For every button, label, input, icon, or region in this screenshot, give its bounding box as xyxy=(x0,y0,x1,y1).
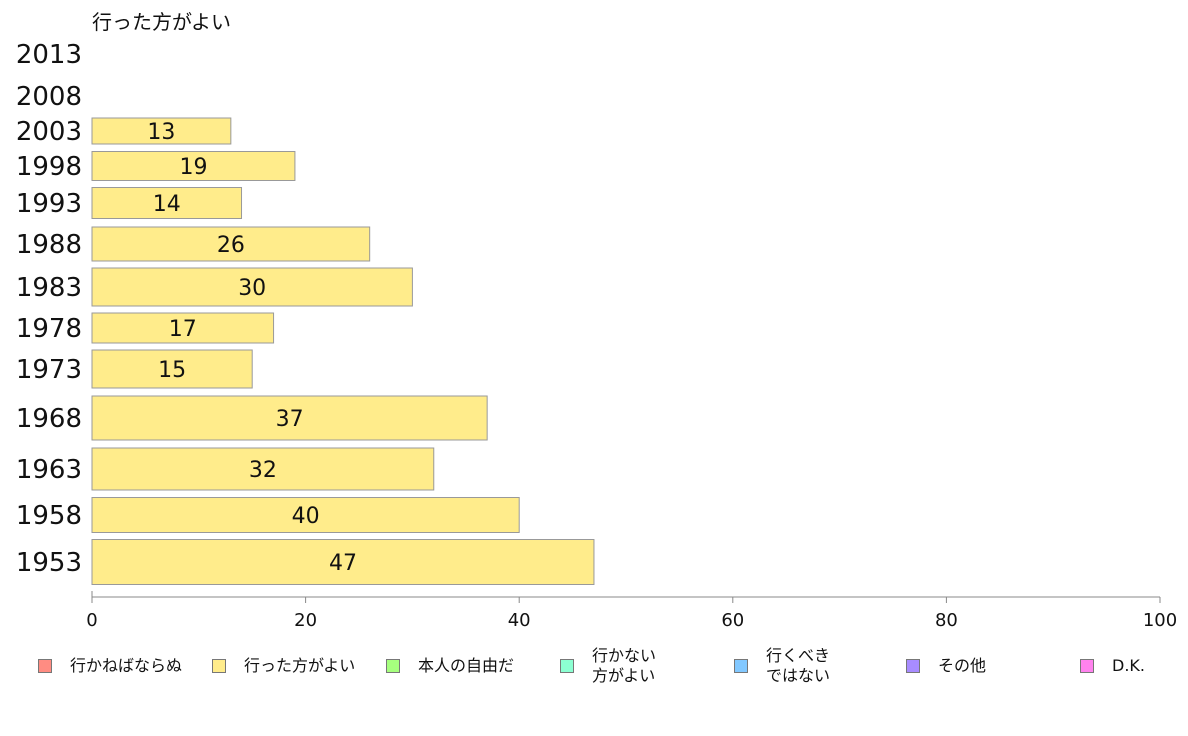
y-tick-label: 2003 xyxy=(16,117,82,147)
legend: 行かねばならぬ 行った方がよい 本人の自由だ 行かない 方がよい 行くべき ではない その… xyxy=(0,640,1188,700)
y-tick-label: 1958 xyxy=(16,501,82,531)
bar-value-label: 17 xyxy=(169,317,197,342)
bar xyxy=(91,539,595,585)
legend-label: その他 xyxy=(938,656,987,675)
x-tick-label: 80 xyxy=(935,610,958,631)
bar xyxy=(91,187,243,219)
legend-swatch xyxy=(1080,659,1094,673)
y-tick-label: 1983 xyxy=(16,273,82,303)
bar-value-label: 47 xyxy=(329,551,357,576)
bar xyxy=(91,117,232,145)
bar-value-label: 15 xyxy=(158,358,186,383)
bar-chart: 2013 2008 2003 13 1998 19 1993 14 1988 26 1983 30 19… xyxy=(16,40,1177,631)
bar xyxy=(91,497,520,533)
bar-value-label: 14 xyxy=(153,192,181,217)
y-tick-label: 2013 xyxy=(16,40,82,70)
x-tick-label: 100 xyxy=(1143,610,1177,631)
x-tick-label: 0 xyxy=(86,610,97,631)
bar-value-label: 30 xyxy=(238,276,266,301)
bar xyxy=(91,226,371,262)
bar-value-label: 32 xyxy=(249,458,277,483)
y-tick-label: 1998 xyxy=(16,152,82,182)
legend-label: 行かない 方がよい xyxy=(592,646,657,685)
legend-item: 行かない 方がよい xyxy=(560,646,656,686)
bar-value-label: 37 xyxy=(276,407,304,432)
legend-label: D.K. xyxy=(1112,656,1145,675)
y-tick-label: 2008 xyxy=(16,82,82,112)
bar xyxy=(91,151,296,181)
legend-item: 行った方がよい xyxy=(212,646,355,686)
legend-swatch xyxy=(38,659,52,673)
bar xyxy=(91,267,413,307)
legend-swatch xyxy=(212,659,226,673)
legend-swatch xyxy=(560,659,574,673)
legend-swatch xyxy=(386,659,400,673)
legend-label: 行くべき ではない xyxy=(766,646,831,685)
legend-swatch xyxy=(734,659,748,673)
bar xyxy=(91,349,253,389)
y-tick-label: 1953 xyxy=(16,548,82,578)
chart-title: 行った方がよい xyxy=(92,10,231,34)
x-tick-label: 20 xyxy=(294,610,317,631)
bar xyxy=(91,395,488,441)
legend-label: 行った方がよい xyxy=(244,656,356,675)
legend-swatch xyxy=(906,659,920,673)
bar xyxy=(91,312,275,344)
legend-item: 行くべき ではない xyxy=(734,646,830,686)
legend-label: 本人の自由だ xyxy=(418,656,515,675)
x-tick-label: 60 xyxy=(721,610,744,631)
y-tick-label: 1973 xyxy=(16,355,82,385)
bar-value-label: 40 xyxy=(292,504,320,529)
y-tick-label: 1968 xyxy=(16,404,82,434)
y-tick-label: 1988 xyxy=(16,230,82,260)
y-tick-label: 1993 xyxy=(16,189,82,219)
y-tick-label: 1978 xyxy=(16,314,82,344)
bar xyxy=(91,447,435,491)
y-tick-label: 1963 xyxy=(16,455,82,485)
bar-value-label: 13 xyxy=(147,120,175,145)
bar-value-label: 26 xyxy=(217,233,245,258)
x-tick-label: 40 xyxy=(508,610,531,631)
legend-label: 行かねばならぬ xyxy=(70,656,183,675)
legend-item: D.K. xyxy=(1080,646,1145,686)
legend-item: 行かねばならぬ xyxy=(38,646,182,686)
bar-value-label: 19 xyxy=(179,155,207,180)
legend-item: 本人の自由だ xyxy=(386,646,514,686)
legend-item: その他 xyxy=(906,646,986,686)
